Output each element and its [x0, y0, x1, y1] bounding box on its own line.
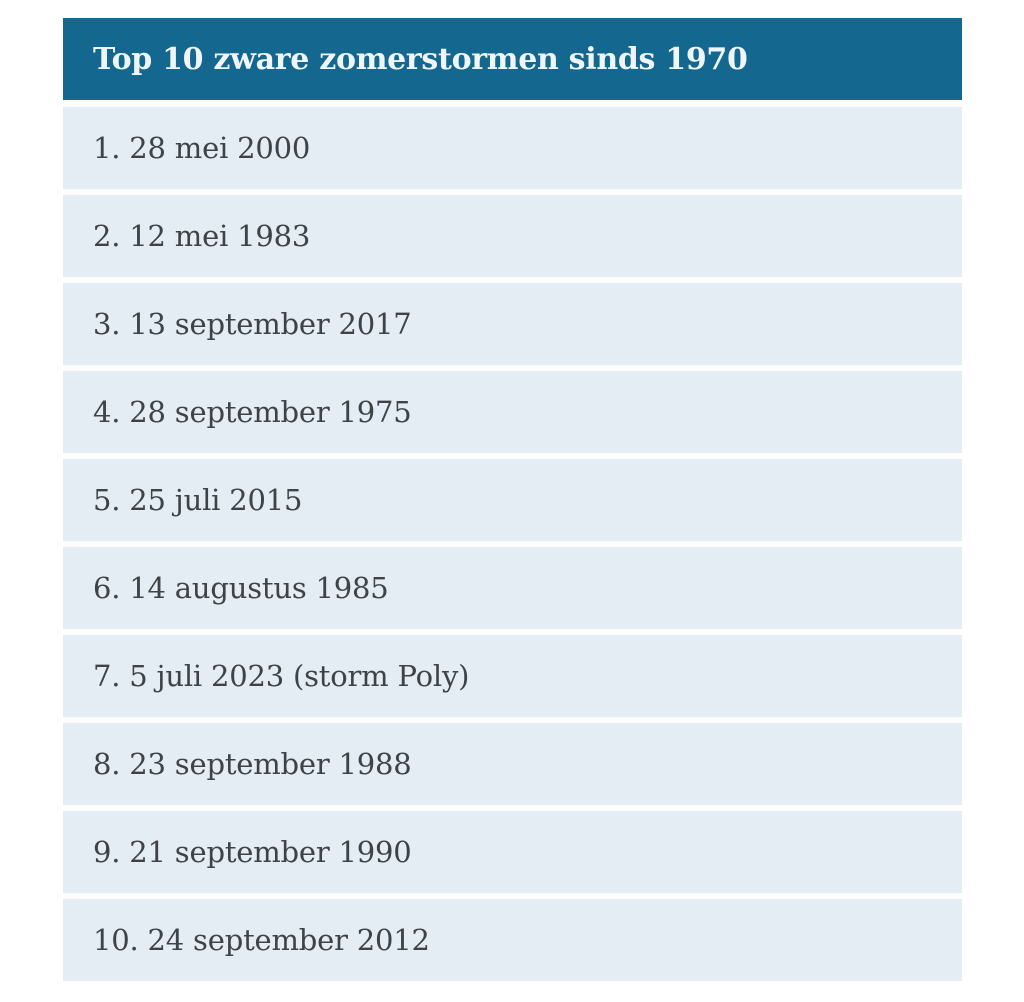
table-row: 7. 5 juli 2023 (storm Poly) — [63, 635, 962, 717]
table-row: 9. 21 september 1990 — [63, 811, 962, 893]
table-rows: 1. 28 mei 2000 2. 12 mei 1983 3. 13 sept… — [63, 107, 962, 981]
table-row: 2. 12 mei 1983 — [63, 195, 962, 277]
table-row: 3. 13 september 2017 — [63, 283, 962, 365]
row-label: 3. 13 september 2017 — [93, 307, 412, 341]
row-label: 7. 5 juli 2023 (storm Poly) — [93, 659, 470, 693]
table-header: Top 10 zware zomerstormen sinds 1970 — [63, 18, 962, 100]
row-label: 10. 24 september 2012 — [93, 923, 430, 957]
storm-table: Top 10 zware zomerstormen sinds 1970 1. … — [63, 18, 962, 981]
row-label: 2. 12 mei 1983 — [93, 219, 311, 253]
table-row: 10. 24 september 2012 — [63, 899, 962, 981]
table-row: 8. 23 september 1988 — [63, 723, 962, 805]
row-label: 5. 25 juli 2015 — [93, 483, 303, 517]
row-label: 8. 23 september 1988 — [93, 747, 412, 781]
table-row: 5. 25 juli 2015 — [63, 459, 962, 541]
table-row: 4. 28 september 1975 — [63, 371, 962, 453]
table-row: 1. 28 mei 2000 — [63, 107, 962, 189]
row-label: 1. 28 mei 2000 — [93, 131, 311, 165]
row-label: 4. 28 september 1975 — [93, 395, 412, 429]
table-row: 6. 14 augustus 1985 — [63, 547, 962, 629]
row-label: 6. 14 augustus 1985 — [93, 571, 389, 605]
table-title: Top 10 zware zomerstormen sinds 1970 — [93, 41, 748, 77]
row-label: 9. 21 september 1990 — [93, 835, 412, 869]
